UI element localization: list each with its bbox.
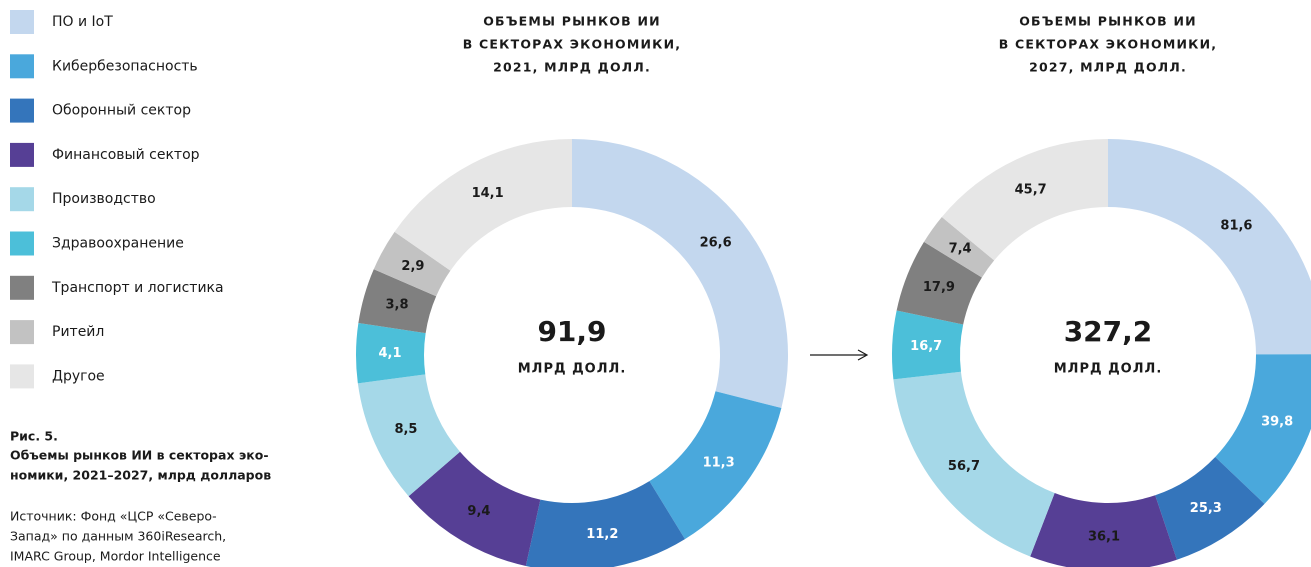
data-label: 9,4 [467, 504, 490, 519]
caption-title: Объемы рынков ИИ в секторах эко- [10, 448, 269, 463]
chart-title: 2021, МЛРД ДОЛЛ. [493, 60, 651, 75]
legend-label: ПО и IoT [52, 14, 113, 30]
caption-title: номики, 2021–2027, млрд долларов [10, 468, 271, 483]
total-value: 91,9 [537, 315, 606, 348]
donut-segment [355, 322, 426, 384]
legend-swatch [10, 275, 34, 300]
data-label: 14,1 [472, 186, 504, 201]
legend-swatch [10, 54, 34, 79]
caption-source: Источник: Фонд «ЦСР «Северо- [10, 509, 217, 524]
data-label: 2,9 [401, 259, 424, 274]
data-label: 45,7 [1015, 183, 1047, 198]
data-label: 7,4 [949, 241, 972, 256]
donut-segment [891, 310, 964, 380]
donut-segment [358, 269, 437, 334]
donut-segment [893, 371, 1055, 557]
donut-segment [649, 391, 782, 540]
donut-segment [1155, 457, 1265, 560]
donut-segment [357, 374, 461, 497]
figure-number: Рис. 5. [10, 429, 58, 444]
legend-label: Финансовый сектор [52, 147, 200, 163]
chart-title: ОБЪЕМЫ РЫНКОВ ИИ [1019, 14, 1197, 29]
donut-segment [1215, 354, 1311, 504]
data-label: 36,1 [1088, 529, 1120, 544]
data-label: 81,6 [1220, 219, 1252, 234]
donut-segment [941, 139, 1108, 261]
legend-swatch [10, 320, 34, 345]
donut-segment [572, 139, 789, 408]
donut-segment [525, 481, 685, 567]
chart-title: В СЕКТОРАХ ЭКОНОМИКИ, [999, 37, 1217, 52]
data-label: 26,6 [700, 236, 732, 251]
data-label: 17,9 [923, 280, 955, 295]
data-label: 11,2 [586, 527, 618, 542]
legend-label: Транспорт и логистика [51, 280, 224, 296]
legend-label: Другое [52, 368, 105, 384]
legend-swatch [10, 364, 34, 389]
caption-source: IMARC Group, Mordor Intelligence [10, 549, 221, 564]
legend-label: Кибербезопасность [52, 58, 198, 74]
legend-label: Производство [52, 191, 156, 207]
legend-label: Оборонный сектор [52, 103, 191, 119]
donut-segment [394, 139, 572, 271]
donut-segment [1108, 139, 1311, 355]
donut-segment [896, 241, 982, 325]
legend-swatch [10, 142, 34, 167]
chart-title: 2027, МЛРД ДОЛЛ. [1029, 60, 1187, 75]
donut-segment [1030, 493, 1177, 567]
total-value: 327,2 [1064, 315, 1153, 348]
legend-swatch [10, 10, 34, 34]
arrow-head [857, 349, 869, 361]
chart-title: ОБЪЕМЫ РЫНКОВ ИИ [483, 14, 661, 29]
data-label: 56,7 [948, 459, 980, 474]
total-unit: МЛРД ДОЛЛ. [518, 362, 627, 377]
donut-segment [923, 216, 995, 278]
legend-swatch [10, 187, 34, 212]
total-unit: МЛРД ДОЛЛ. [1054, 362, 1163, 377]
donut-segment [373, 231, 451, 297]
data-label: 11,3 [703, 455, 735, 470]
data-label: 39,8 [1261, 415, 1293, 430]
data-label: 16,7 [910, 339, 942, 354]
legend-label: Ритейл [52, 324, 104, 340]
data-label: 3,8 [386, 297, 409, 312]
legend-label: Здравоохранение [52, 236, 184, 252]
data-label: 25,3 [1190, 501, 1222, 516]
legend-swatch [10, 98, 34, 123]
donut-segment [408, 451, 541, 567]
data-label: 4,1 [378, 346, 401, 361]
caption-source: Запад» по данным 360iResearch, [10, 529, 226, 544]
data-label: 8,5 [394, 422, 417, 437]
legend-swatch [10, 231, 34, 256]
chart-title: В СЕКТОРАХ ЭКОНОМИКИ, [463, 37, 681, 52]
